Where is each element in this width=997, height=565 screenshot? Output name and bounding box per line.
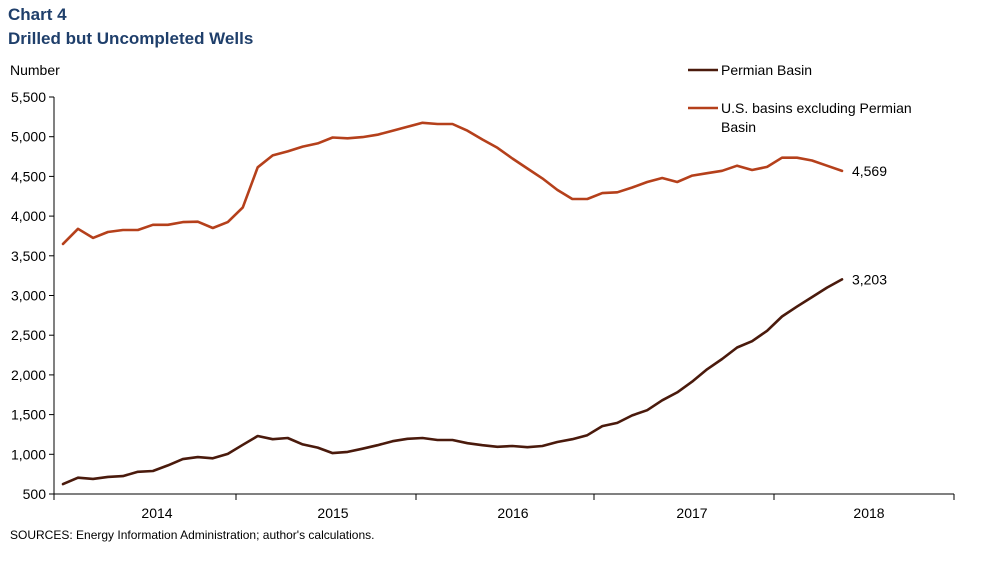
y-tick-label: 3,000 — [11, 288, 46, 304]
y-tick-label: 4,500 — [11, 168, 46, 184]
legend-label-permian: Permian Basin — [721, 62, 812, 78]
end-value-label: 4,569 — [852, 163, 887, 179]
y-tick-label: 3,500 — [11, 248, 46, 264]
source-note: SOURCES: Energy Information Administrati… — [10, 528, 375, 542]
chart-title: Drilled but Uncompleted Wells — [8, 29, 254, 48]
series-line-us-excluding-permian — [61, 121, 844, 246]
legend-label-us: U.S. basins excluding Permian Basin — [721, 100, 912, 135]
axes: 500 1,000 1,500 2,000 2,500 3,000 3,500 4,000 4,… — [11, 89, 955, 521]
end-value-label: 3,203 — [852, 271, 887, 287]
y-tick-label: 1,500 — [11, 407, 46, 423]
y-tick-label: 5,500 — [11, 89, 46, 105]
chart-number: Chart 4 — [8, 5, 67, 24]
x-tick-label: 2016 — [497, 505, 528, 521]
series-line-permian — [61, 278, 844, 486]
series-lines: 3,203 4,569 — [61, 121, 887, 486]
x-tick-label: 2015 — [317, 505, 348, 521]
y-tick-label: 2,000 — [11, 367, 46, 383]
x-tick-label: 2018 — [853, 505, 884, 521]
y-tick-label: 4,000 — [11, 208, 46, 224]
y-tick-label: 1,000 — [11, 446, 46, 462]
x-tick-label: 2017 — [676, 505, 707, 521]
y-axis-label: Number — [10, 62, 60, 78]
y-tick-label: 2,500 — [11, 327, 46, 343]
legend: Permian Basin U.S. basins excluding Permi… — [688, 62, 912, 135]
y-tick-label: 500 — [23, 486, 47, 502]
x-tick-label: 2014 — [141, 505, 172, 521]
y-tick-label: 5,000 — [11, 129, 46, 145]
